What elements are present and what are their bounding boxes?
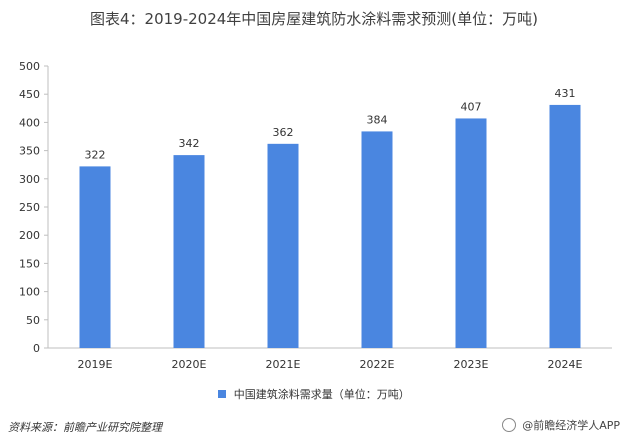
y-tick-label: 200: [19, 229, 40, 242]
data-label: 407: [461, 100, 482, 113]
bar: [549, 104, 581, 348]
y-axis: 0 50 100 150 200 250 300 350 400 450 500: [19, 60, 49, 355]
y-tick-label: 50: [26, 314, 40, 327]
bar-chart: 0 50 100 150 200 250 300 350 400 450 500 2019E 2020…: [19, 60, 612, 371]
chart-title: 图表4：2019-2024年中国房屋建筑防水涂料需求预测(单位：万吨): [89, 10, 538, 28]
y-tick-label: 500: [19, 60, 40, 73]
x-tick-label: 2020E: [172, 358, 207, 371]
x-axis: 2019E 2020E 2021E 2022E 2023E 2024E: [48, 347, 612, 371]
y-tick-label: 100: [19, 286, 40, 299]
bars: 322 342 362 384 407 431: [79, 87, 581, 349]
data-label: 384: [367, 113, 388, 126]
data-label: 322: [85, 148, 106, 161]
data-label: 342: [179, 137, 200, 150]
bar: [361, 131, 393, 348]
brand: @前瞻经济学人APP: [501, 417, 620, 433]
x-tick-label: 2024E: [548, 358, 583, 371]
bar: [173, 155, 205, 348]
bar: [267, 143, 299, 348]
y-tick-label: 450: [19, 88, 40, 101]
footer: 资料来源：前瞻产业研究院整理 @前瞻经济学人APP: [0, 415, 628, 447]
x-tick-label: 2022E: [360, 358, 395, 371]
legend-label: 中国建筑涂料需求量（单位：万吨）: [233, 388, 410, 401]
y-tick-label: 250: [19, 201, 40, 214]
data-label: 431: [555, 87, 576, 100]
y-tick-label: 150: [19, 257, 40, 270]
x-tick-label: 2021E: [266, 358, 301, 371]
y-tick-label: 350: [19, 145, 40, 158]
y-tick-label: 400: [19, 116, 40, 129]
brand-logo-icon: [501, 418, 516, 432]
bar: [79, 166, 111, 348]
legend-swatch: [218, 390, 227, 398]
y-tick-label: 0: [33, 342, 40, 355]
brand-label: @前瞻经济学人APP: [522, 419, 620, 432]
bar: [455, 118, 487, 349]
x-tick-label: 2023E: [454, 358, 489, 371]
source-note: 资料来源：前瞻产业研究院整理: [8, 421, 162, 434]
y-tick-label: 300: [19, 173, 40, 186]
legend: 中国建筑涂料需求量（单位：万吨）: [0, 386, 628, 402]
data-label: 362: [273, 126, 294, 139]
x-tick-label: 2019E: [78, 358, 113, 371]
